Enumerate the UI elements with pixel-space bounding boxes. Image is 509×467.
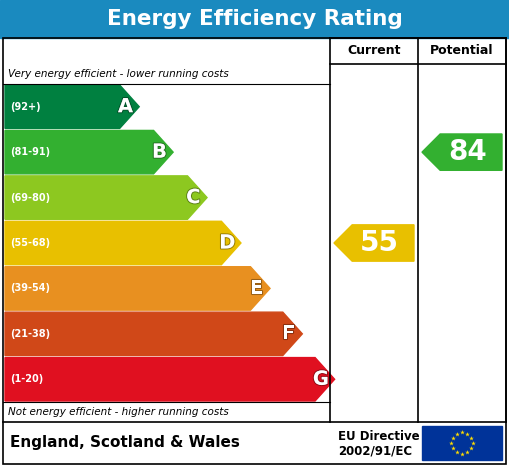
Bar bbox=[0, 0, 509, 38]
Text: E: E bbox=[250, 279, 263, 298]
Text: B: B bbox=[152, 142, 167, 162]
Polygon shape bbox=[334, 225, 414, 261]
Text: 2002/91/EC: 2002/91/EC bbox=[338, 444, 412, 457]
Text: (92+): (92+) bbox=[10, 102, 41, 112]
Text: (55-68): (55-68) bbox=[10, 238, 50, 248]
Polygon shape bbox=[5, 267, 270, 310]
Text: C: C bbox=[186, 188, 201, 207]
Text: (1-20): (1-20) bbox=[10, 374, 43, 384]
Text: (39-54): (39-54) bbox=[10, 283, 50, 293]
Text: 84: 84 bbox=[448, 138, 487, 166]
Polygon shape bbox=[5, 176, 207, 219]
Polygon shape bbox=[5, 312, 302, 355]
Text: EU Directive: EU Directive bbox=[338, 430, 419, 443]
Text: A: A bbox=[118, 97, 133, 116]
Text: D: D bbox=[219, 234, 235, 253]
Text: Very energy efficient - lower running costs: Very energy efficient - lower running co… bbox=[8, 69, 229, 79]
Text: Not energy efficient - higher running costs: Not energy efficient - higher running co… bbox=[8, 407, 229, 417]
Text: (69-80): (69-80) bbox=[10, 192, 50, 203]
Polygon shape bbox=[5, 358, 334, 401]
Text: Current: Current bbox=[347, 44, 401, 57]
Text: (21-38): (21-38) bbox=[10, 329, 50, 339]
Text: F: F bbox=[282, 325, 295, 343]
Text: (81-91): (81-91) bbox=[10, 147, 50, 157]
Text: 55: 55 bbox=[360, 229, 399, 257]
Polygon shape bbox=[5, 221, 241, 265]
Polygon shape bbox=[422, 134, 502, 170]
Polygon shape bbox=[5, 130, 173, 174]
Text: Potential: Potential bbox=[430, 44, 494, 57]
Text: G: G bbox=[313, 370, 329, 389]
Text: Energy Efficiency Rating: Energy Efficiency Rating bbox=[106, 9, 403, 29]
Polygon shape bbox=[5, 85, 139, 128]
Bar bbox=[422, 426, 502, 460]
Text: England, Scotland & Wales: England, Scotland & Wales bbox=[10, 436, 240, 451]
